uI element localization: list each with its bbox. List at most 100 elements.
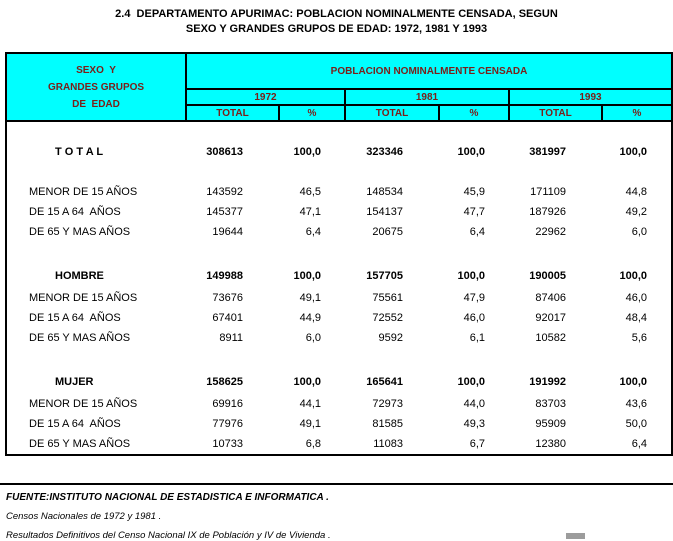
value-total-1993: 381997	[529, 146, 566, 158]
value-total-1981: 157705	[366, 270, 403, 282]
table-row: DE 15 A 64 AÑOS 77976 49,1 81585 49,3 95…	[6, 414, 672, 434]
value-total-1972: 73676	[212, 292, 243, 304]
value-total-1981: 75561	[372, 292, 403, 304]
value-total-1981: 154137	[366, 206, 403, 218]
table-row: MENOR DE 15 AÑOS 69916 44,1 72973 44,0 8…	[6, 392, 672, 414]
value-total-1972: 149988	[206, 270, 243, 282]
table-row: DE 65 Y MAS AÑOS 19644 6,4 20675 6,4 229…	[6, 222, 672, 242]
table-header: SEXO Y GRANDES GRUPOS DE EDAD POBLACION …	[5, 52, 673, 122]
value-pct-1972: 47,1	[299, 206, 321, 218]
value-pct-1993: 50,0	[625, 418, 648, 430]
value-total-1972: 158625	[206, 376, 243, 388]
table-row: DE 15 A 64 AÑOS 145377 47,1 154137 47,7 …	[6, 202, 672, 222]
table-row: HOMBRE 149988 100,0 157705 100,0 190005 …	[6, 242, 672, 286]
value-pct-1981: 6,7	[469, 438, 485, 450]
value-total-1993: 10582	[535, 332, 566, 344]
value-pct-1972: 6,8	[305, 438, 321, 450]
row-label-cell: DE 65 Y MAS AÑOS	[29, 226, 131, 238]
value-pct-1972: 100,0	[293, 270, 321, 282]
value-pct-1981: 45,9	[463, 186, 485, 198]
value-total-1981: 165641	[366, 376, 403, 388]
subheader-total-1981: TOTAL	[344, 104, 440, 122]
value-pct-1972: 6,0	[305, 332, 321, 344]
row-label-cell: MENOR DE 15 AÑOS	[29, 398, 138, 410]
value-pct-1993: 100,0	[619, 270, 648, 282]
footnote-resultados: Resultados Definitivos del Censo Naciona…	[6, 530, 331, 541]
value-total-1981: 9592	[378, 332, 403, 344]
footnote-censos: Censos Nacionales de 1972 y 1981 .	[6, 511, 162, 522]
row-label-cell: DE 15 A 64 AÑOS	[29, 312, 121, 324]
value-pct-1981: 100,0	[457, 146, 485, 158]
value-total-1993: 190005	[529, 270, 566, 282]
page-title: 2.4 DEPARTAMENTO APURIMAC: POBLACION NOM…	[0, 0, 673, 37]
subheader-pct-1981: %	[438, 104, 510, 122]
stub-line-1: SEXO Y	[76, 64, 116, 76]
span-header-cell: POBLACION NOMINALMENTE CENSADA	[184, 52, 673, 90]
value-pct-1993: 100,0	[619, 146, 648, 158]
row-label-cell: DE 15 A 64 AÑOS	[29, 206, 121, 218]
row-label-cell: MENOR DE 15 AÑOS	[29, 292, 138, 304]
value-total-1993: 83703	[535, 398, 566, 410]
value-pct-1981: 47,7	[463, 206, 485, 218]
subheader-total-1993: TOTAL	[508, 104, 603, 122]
value-total-1972: 69916	[212, 398, 243, 410]
value-total-1981: 81585	[372, 418, 403, 430]
value-pct-1981: 6,1	[469, 332, 485, 344]
artifact-block	[566, 533, 585, 539]
page-title-line2: SEXO Y GRANDES GRUPOS DE EDAD: 1972, 198…	[185, 23, 488, 35]
value-pct-1993: 6,0	[631, 226, 648, 238]
year-header-1993: 1993	[507, 88, 673, 106]
source-footer: FUENTE:INSTITUTO NACIONAL DE ESTADISTICA…	[0, 483, 673, 541]
year-header-1981: 1981	[344, 88, 510, 106]
value-pct-1993: 5,6	[631, 332, 648, 344]
value-pct-1981: 49,3	[463, 418, 485, 430]
value-total-1993: 12380	[535, 438, 566, 450]
value-pct-1981: 46,0	[463, 312, 485, 324]
page-title-line1: 2.4 DEPARTAMENTO APURIMAC: POBLACION NOM…	[115, 8, 558, 20]
value-pct-1993: 6,4	[631, 438, 648, 450]
value-pct-1972: 49,1	[299, 292, 321, 304]
value-total-1981: 20675	[372, 226, 403, 238]
table-row: DE 65 Y MAS AÑOS 10733 6,8 11083 6,7 123…	[6, 434, 672, 455]
subheader-total-1972: TOTAL	[185, 104, 280, 122]
value-total-1993: 191992	[529, 376, 566, 388]
value-total-1972: 145377	[206, 206, 243, 218]
value-total-1972: 143592	[206, 186, 243, 198]
population-table: SEXO Y GRANDES GRUPOS DE EDAD POBLACION …	[5, 52, 673, 456]
value-total-1993: 92017	[535, 312, 566, 324]
value-pct-1993: 100,0	[619, 376, 648, 388]
value-total-1981: 11083	[373, 438, 403, 450]
year-header-1972: 1972	[185, 88, 346, 106]
value-total-1993: 187926	[529, 206, 566, 218]
value-pct-1993: 43,6	[625, 398, 648, 410]
value-pct-1972: 100,0	[293, 376, 321, 388]
value-pct-1972: 49,1	[299, 418, 321, 430]
value-total-1981: 323346	[366, 146, 403, 158]
value-total-1972: 10733	[212, 438, 243, 450]
value-pct-1981: 47,9	[463, 292, 485, 304]
value-pct-1972: 44,9	[299, 312, 321, 324]
table-row: DE 15 A 64 AÑOS 67401 44,9 72552 46,0 92…	[6, 308, 672, 328]
subheader-pct-1972: %	[278, 104, 346, 122]
table-row: MENOR DE 15 AÑOS 73676 49,1 75561 47,9 8…	[6, 286, 672, 308]
value-total-1972: 308613	[206, 146, 243, 158]
value-total-1993: 171109	[530, 186, 566, 198]
value-pct-1972: 46,5	[299, 186, 321, 198]
table-row: DE 65 Y MAS AÑOS 8911 6,0 9592 6,1 10582…	[6, 328, 672, 348]
value-total-1972: 19644	[212, 226, 243, 238]
table-body: T O T A L 308613 100,0 323346 100,0 3819…	[6, 121, 672, 455]
table-row: T O T A L 308613 100,0 323346 100,0 3819…	[6, 121, 672, 162]
value-pct-1981: 6,4	[469, 226, 485, 238]
value-total-1993: 22962	[535, 226, 566, 238]
value-pct-1981: 100,0	[457, 376, 485, 388]
row-label-cell: MENOR DE 15 AÑOS	[29, 186, 138, 198]
value-pct-1993: 46,0	[625, 292, 648, 304]
value-total-1981: 72552	[372, 312, 403, 324]
row-label-cell: HOMBRE	[55, 270, 104, 282]
value-total-1981: 148534	[366, 186, 403, 198]
row-label-cell: DE 65 Y MAS AÑOS	[29, 438, 131, 450]
value-pct-1993: 44,8	[625, 186, 648, 198]
value-pct-1993: 48,4	[625, 312, 648, 324]
stub-line-3: DE EDAD	[72, 98, 120, 110]
